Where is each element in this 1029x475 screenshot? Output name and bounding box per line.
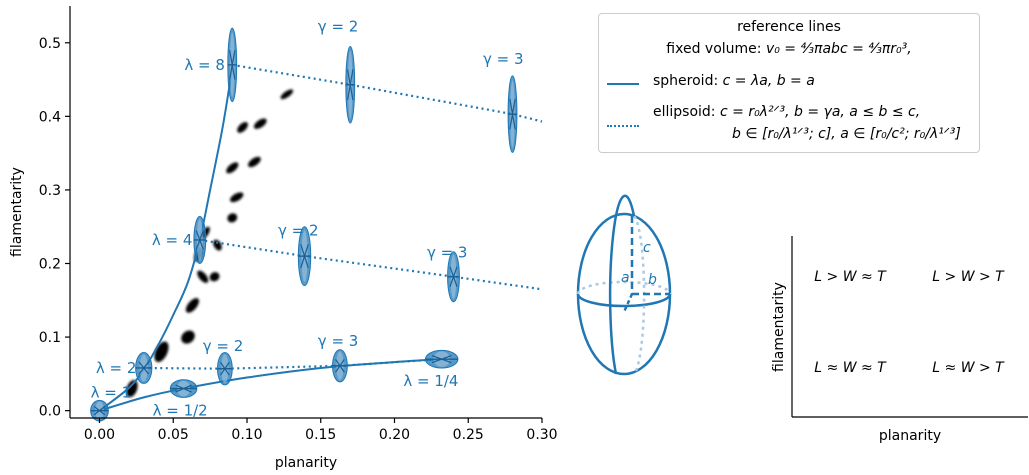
x-tick-label: 0.05: [158, 427, 189, 443]
legend-spheroid-formula: c = λa, b = a: [723, 73, 815, 89]
legend-ellipsoid-label: ellipsoid:: [653, 104, 720, 120]
schematic-label-a: a: [621, 270, 630, 286]
x-tick-label: 0.10: [231, 427, 262, 443]
x-tick-label: 0.00: [84, 427, 115, 443]
y-tick-label: 0.1: [39, 330, 61, 346]
legend-spheroid-entry: spheroid: c = λa, b = a: [653, 73, 815, 89]
y-tick-label: 0.4: [39, 109, 61, 125]
legend-spheroid-label: spheroid:: [653, 73, 723, 89]
annotation-label: γ = 3: [318, 332, 359, 350]
x-axis-label: planarity: [275, 455, 337, 471]
ellipsoid-glyph: [218, 353, 233, 385]
sample-blob: [179, 328, 198, 346]
legend-title: reference lines: [599, 19, 979, 35]
annotation-label: λ = 1: [91, 383, 132, 401]
ellipsoid-dotted-line: [200, 240, 542, 289]
ellipsoid-glyph: [346, 46, 355, 123]
ellipsoid-schematic: c a b: [578, 196, 670, 374]
schematic-label-c: c: [643, 240, 651, 256]
ellipsoid-glyph: [228, 28, 237, 102]
annotation-label: γ = 2: [203, 337, 244, 355]
sample-blob: [226, 211, 239, 224]
annotation-label: γ = 3: [427, 243, 468, 261]
legend-ellipsoid-formula: c = r₀λ²ᐟ³, b = γa, a ≤ b ≤ c,: [720, 104, 920, 120]
sample-blob: [211, 238, 223, 252]
y-tick-label: 0.3: [39, 183, 61, 199]
sample-blob: [252, 116, 268, 130]
legend-volume: fixed volume: v₀ = ⁴⁄₃πabc = ⁴⁄₃πr₀³,: [599, 41, 979, 57]
annotation-label: λ = 8: [184, 56, 225, 74]
y-tick-label: 0.2: [39, 257, 61, 273]
ellipsoid-glyph: [136, 353, 152, 384]
annotation-label: γ = 3: [483, 50, 524, 68]
quadrant-chart: L > W ≈ T L > W > T L ≈ W ≈ T L ≈ W > T …: [771, 236, 1028, 444]
sample-blob: [246, 155, 262, 169]
y-tick-label: 0.5: [39, 36, 61, 52]
annotation-label: λ = 2: [96, 359, 137, 377]
sample-blob: [235, 120, 250, 135]
quadrant-cell: L > W ≈ T: [814, 269, 887, 285]
legend: reference lines fixed volume: v₀ = ⁴⁄₃πa…: [598, 13, 980, 153]
annotation-label: λ = 4: [152, 231, 193, 249]
x-tick-label: 0.25: [453, 427, 484, 443]
ellipsoid-dotted-line: [144, 359, 442, 369]
legend-ellipsoid-line: [607, 125, 639, 127]
legend-volume-formula: v₀ = ⁴⁄₃πabc = ⁴⁄₃πr₀³,: [766, 41, 912, 57]
sample-blob: [183, 296, 201, 315]
sample-blob: [228, 190, 244, 204]
legend-ellipsoid-entry: ellipsoid: c = r₀λ²ᐟ³, b = γa, a ≤ b ≤ c…: [653, 104, 920, 120]
ellipsoid-glyph: [425, 350, 457, 368]
legend-spheroid-line: [607, 83, 639, 85]
x-tick-label: 0.30: [526, 427, 557, 443]
sample-blob: [279, 88, 294, 101]
quadrant-x-label: planarity: [879, 428, 941, 444]
legend-volume-prefix: fixed volume:: [666, 41, 766, 57]
sample-blob: [208, 270, 221, 283]
quadrant-cell: L ≈ W > T: [932, 360, 1005, 376]
legend-ellipsoid-formula-2: b ∈ [r₀/λ¹ᐟ³; c], a ∈ [r₀/c²; r₀/λ¹ᐟ³]: [732, 126, 961, 142]
ellipsoid-glyph: [170, 380, 197, 398]
x-tick-label: 0.20: [379, 427, 410, 443]
quadrant-y-label: filamentarity: [771, 282, 787, 372]
schematic-equator-front: [578, 294, 670, 306]
annotation-label: λ = 1/2: [153, 402, 208, 420]
ellipsoid-glyph: [333, 350, 348, 382]
schematic-label-b: b: [648, 272, 657, 288]
ellipsoid-glyph: [508, 76, 517, 153]
annotation-label: γ = 2: [318, 18, 359, 36]
sample-blob: [195, 269, 210, 285]
sample-blob: [224, 160, 240, 175]
x-tick-label: 0.15: [305, 427, 336, 443]
y-tick-label: 0.0: [39, 404, 61, 420]
schematic-axis-a: [624, 294, 632, 312]
main-scatter-chart: λ = 8 λ = 4 λ = 2 λ = 1 λ = 1/2 λ = 1/4 γ = 2 γ…: [39, 6, 558, 443]
y-axis-label: filamentarity: [9, 167, 25, 257]
quadrant-cell: L > W > T: [932, 269, 1005, 285]
quadrant-cell: L ≈ W ≈ T: [814, 360, 887, 376]
annotation-label: λ = 1/4: [403, 372, 458, 390]
annotation-label: γ = 2: [278, 221, 319, 239]
ellipsoid-glyph: [194, 216, 206, 263]
ellipsoid-dotted-line: [232, 65, 542, 122]
